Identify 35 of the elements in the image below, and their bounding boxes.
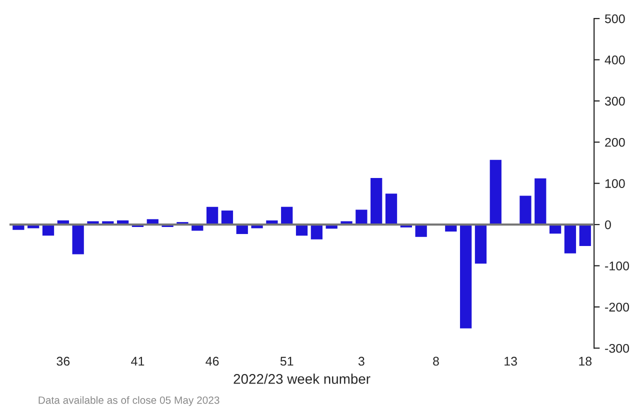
y-tick-label: 300 — [604, 96, 625, 106]
bar — [221, 210, 234, 225]
bar — [370, 178, 382, 225]
bar — [564, 224, 576, 254]
bar — [385, 194, 398, 225]
bar — [206, 206, 218, 225]
x-tick-label: 18 — [579, 356, 592, 366]
bar — [72, 224, 84, 254]
bar — [490, 160, 502, 225]
x-tick-label: 3 — [358, 356, 364, 366]
y-tick-label: -300 — [605, 344, 630, 353]
y-tick-label: 0 — [604, 220, 611, 230]
y-tick-label: -100 — [605, 262, 630, 270]
bar — [281, 206, 293, 225]
bar — [579, 224, 591, 246]
x-tick-label: 8 — [433, 356, 439, 366]
y-tick-label: -200 — [605, 302, 630, 312]
x-tick-label: 13 — [504, 356, 517, 366]
bar — [474, 224, 487, 264]
x-tick-label: 51 — [280, 356, 294, 366]
y-tick-label: 100 — [605, 179, 625, 188]
bar — [415, 224, 427, 237]
y-tick-label: 500 — [604, 14, 625, 24]
x-tick-label: 46 — [206, 356, 219, 366]
text: Data available as of close 05 May 2023 — [38, 396, 220, 406]
bar — [356, 210, 368, 225]
x-axis-title: 2022/23 week number — [234, 374, 370, 384]
y-tick-label: 200 — [605, 138, 625, 147]
bar — [534, 178, 546, 225]
bar — [460, 224, 472, 328]
bar — [520, 196, 532, 225]
x-tick-label: 41 — [131, 356, 144, 366]
y-tick-label: 400 — [604, 56, 625, 64]
bar — [310, 224, 323, 240]
x-tick-label: 36 — [56, 356, 70, 366]
